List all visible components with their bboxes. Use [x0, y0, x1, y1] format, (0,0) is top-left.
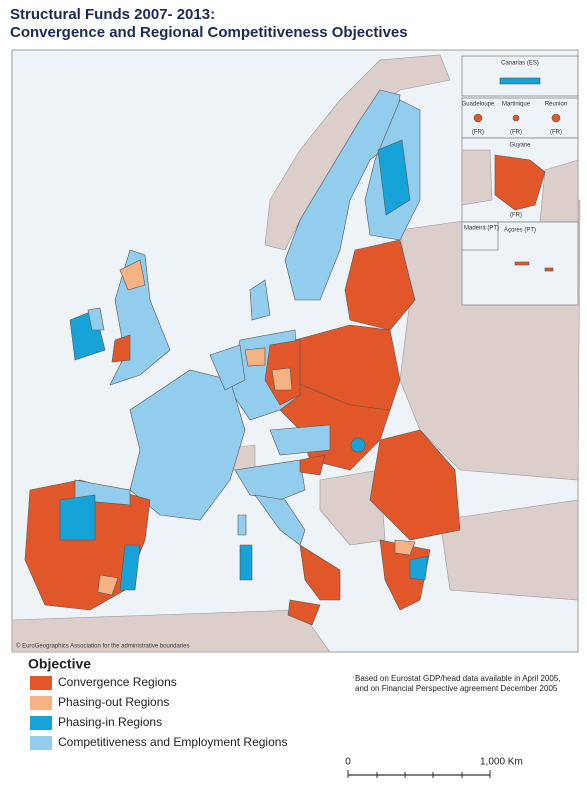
region	[499, 77, 541, 85]
non-eu-land	[439, 499, 579, 601]
region	[287, 599, 321, 626]
non-eu-land	[319, 469, 386, 546]
region	[271, 367, 293, 391]
subtitle: Convergence and Regional Competitiveness…	[10, 24, 408, 41]
legend-label: Convergence Regions	[58, 675, 177, 689]
inset-label: Guyane	[509, 143, 531, 149]
legend-swatch	[30, 736, 52, 750]
region	[97, 574, 119, 596]
legend-label: Phasing-out Regions	[58, 695, 169, 709]
region	[512, 114, 520, 122]
region	[544, 267, 554, 272]
inset-label: (FR)	[550, 130, 562, 136]
copyright: © EuroGeographics Association for the ad…	[16, 643, 190, 650]
region	[369, 429, 461, 541]
region	[377, 139, 411, 216]
scale-bar: 0 1,000 Km	[345, 757, 523, 778]
legend-label: Competitiveness and Employment Regions	[58, 735, 287, 749]
inset-label: (FR)	[510, 213, 522, 219]
region	[129, 369, 246, 521]
legend-label: Phasing-in Regions	[58, 715, 162, 729]
region	[551, 113, 561, 123]
region	[350, 437, 366, 453]
region	[119, 259, 146, 291]
inset-label: Açores (PT)	[504, 228, 536, 234]
note: Based on Eurostat GDP/head data availabl…	[355, 674, 560, 683]
scale-label: 0	[345, 757, 351, 768]
region	[239, 544, 253, 581]
region	[284, 89, 401, 301]
legend-swatch	[30, 716, 52, 730]
legend-title: Objective	[28, 656, 91, 672]
title: Structural Funds 2007- 2013:	[10, 6, 215, 23]
region	[379, 539, 431, 611]
region	[249, 279, 271, 321]
inset-label: (FR)	[510, 130, 522, 136]
region	[234, 459, 306, 501]
scale-label: 1,000 Km	[480, 757, 523, 768]
inset-box	[461, 55, 579, 97]
inset-label: Guadeloupe	[462, 102, 495, 108]
region	[514, 261, 530, 266]
inset-label: Réunion	[545, 102, 567, 108]
region	[299, 544, 341, 601]
legend: Objective Convergence Regions Phasing-out…	[28, 656, 287, 750]
region	[269, 424, 331, 456]
inset-label: (FR)	[472, 130, 484, 136]
region	[299, 454, 326, 476]
region	[59, 494, 96, 541]
non-eu-land	[461, 149, 493, 206]
inset-label: Martinique	[502, 102, 531, 108]
region	[237, 514, 247, 536]
region	[209, 344, 246, 391]
non-eu-land	[11, 609, 331, 653]
region	[119, 544, 141, 591]
inset-label: Canarias (ES)	[501, 61, 539, 67]
inset-label: Madeira (PT)	[464, 226, 499, 232]
legend-swatch	[30, 676, 52, 690]
region	[473, 113, 483, 123]
insets: Canarias (ES) Guadeloupe Martinique Réun…	[461, 55, 579, 306]
region	[244, 347, 266, 367]
region	[394, 539, 416, 556]
legend-swatch	[30, 696, 52, 710]
region	[494, 154, 546, 211]
map: © EuroGeographics Association for the ad…	[11, 49, 581, 653]
region	[111, 334, 131, 363]
region	[87, 307, 105, 331]
region	[409, 555, 429, 581]
region	[254, 494, 306, 546]
note: and on Financial Perspective agreement D…	[355, 684, 558, 693]
